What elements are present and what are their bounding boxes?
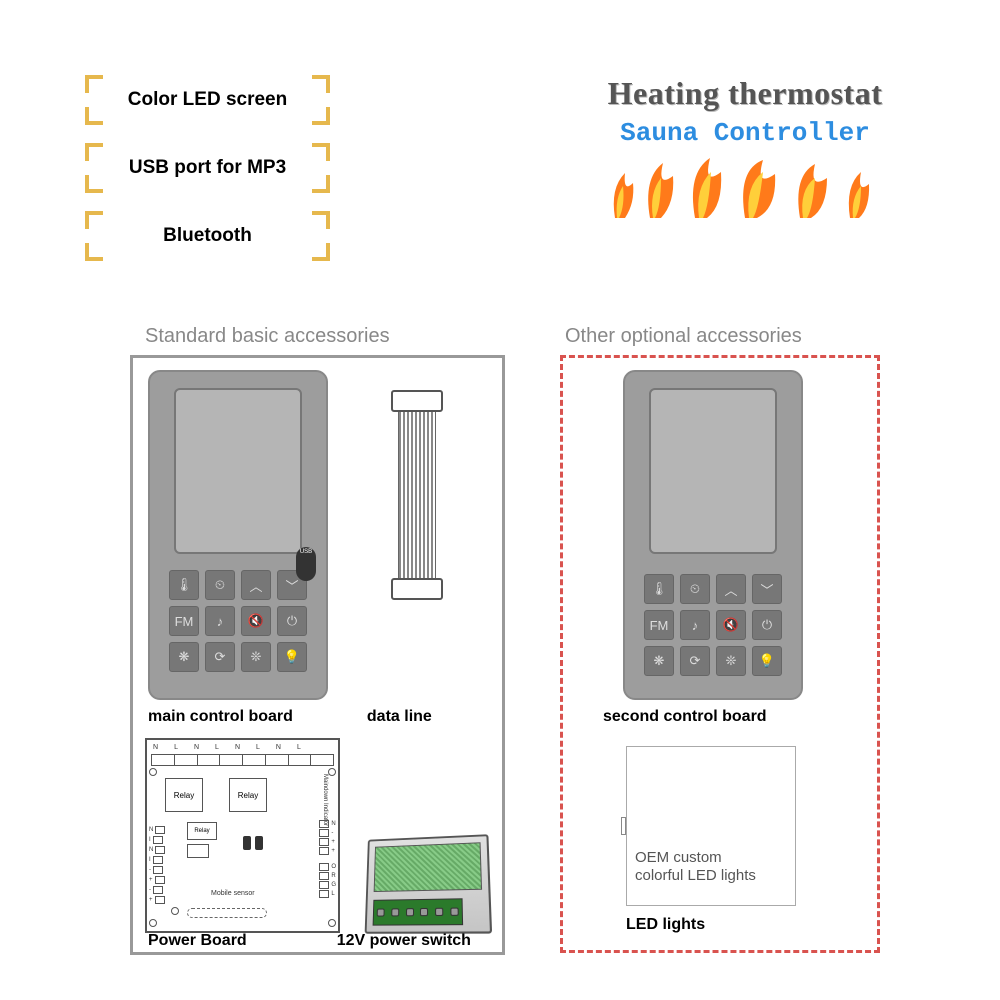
- key: 💡: [752, 646, 782, 676]
- key: 💡: [277, 642, 307, 672]
- key: ❋: [169, 642, 199, 672]
- key: ⏻: [752, 610, 782, 640]
- key: ⟳: [680, 646, 710, 676]
- feature-item: Color LED screen: [85, 75, 330, 125]
- key: FM: [644, 610, 674, 640]
- key: 🌡: [644, 574, 674, 604]
- feature-list: Color LED screen USB port for MP3 Blueto…: [85, 75, 330, 261]
- controller-screen: [649, 388, 777, 554]
- key: ︿: [241, 570, 271, 600]
- feature-item: Bluetooth: [85, 211, 330, 261]
- section-heading-optional: Other optional accessories: [565, 325, 802, 348]
- caption-second-board: second control board: [603, 708, 767, 726]
- main-control-board: USB 🌡 ⏲ ︿ ﹀ FM ♪ 🔇 ⏻ ❋ ⟳ ❊ 💡: [148, 370, 328, 700]
- key: ﹀: [752, 574, 782, 604]
- feature-text: USB port for MP3: [129, 157, 286, 179]
- key: ⟳: [205, 642, 235, 672]
- power-board: NL NL NL NL Relay Relay Relay Mobile sen…: [145, 738, 340, 933]
- data-line: [388, 390, 446, 600]
- key: ♪: [205, 606, 235, 636]
- key: ⏲: [205, 570, 235, 600]
- controller-keypad: 🌡 ⏲ ︿ ﹀ FM ♪ 🔇 ⏻ ❋ ⟳ ❊ 💡: [644, 574, 782, 676]
- caption-led-lights: LED lights: [626, 916, 705, 934]
- key: ⏻: [277, 606, 307, 636]
- caption-power-board: Power Board: [148, 932, 247, 950]
- key: 🔇: [241, 606, 271, 636]
- controller-keypad: 🌡 ⏲ ︿ ﹀ FM ♪ 🔇 ⏻ ❋ ⟳ ❊ 💡: [169, 570, 307, 672]
- relay-small: Relay: [187, 822, 217, 840]
- standard-accessories-box: USB 🌡 ⏲ ︿ ﹀ FM ♪ 🔇 ⏻ ❋ ⟳ ❊ 💡 main co: [130, 355, 505, 955]
- feature-text: Bluetooth: [163, 225, 252, 247]
- key: 🌡: [169, 570, 199, 600]
- led-oem-label: OEM custom colorful LED lights: [635, 849, 756, 885]
- key: ♪: [680, 610, 710, 640]
- title-block: Heating thermostat Sauna Controller: [545, 75, 945, 218]
- key: ❊: [241, 642, 271, 672]
- key: ❋: [644, 646, 674, 676]
- key: 🔇: [716, 610, 746, 640]
- led-lights-box: OEM custom colorful LED lights: [626, 746, 796, 906]
- feature-item: USB port for MP3: [85, 143, 330, 193]
- caption-psu: 12V power switch: [337, 932, 471, 950]
- title-main: Heating thermostat: [545, 75, 945, 112]
- flame-graphic: [545, 158, 945, 218]
- title-sub: Sauna Controller: [545, 118, 945, 148]
- key: ❊: [716, 646, 746, 676]
- relay1: Relay: [165, 778, 203, 812]
- caption-main-board: main control board: [148, 708, 293, 726]
- optional-accessories-box: 🌡 ⏲ ︿ ﹀ FM ♪ 🔇 ⏻ ❋ ⟳ ❊ 💡 second control …: [560, 355, 880, 953]
- feature-text: Color LED screen: [128, 89, 287, 111]
- mobile-sensor-label: Mobile sensor: [211, 890, 255, 897]
- usb-port: USB: [296, 547, 316, 581]
- key: ︿: [716, 574, 746, 604]
- power-supply-unit: [365, 834, 493, 934]
- caption-data-line: data line: [367, 708, 432, 726]
- key: ⏲: [680, 574, 710, 604]
- relay2: Relay: [229, 778, 267, 812]
- section-heading-standard: Standard basic accessories: [145, 325, 390, 348]
- controller-screen: [174, 388, 302, 554]
- second-control-board: 🌡 ⏲ ︿ ﹀ FM ♪ 🔇 ⏻ ❋ ⟳ ❊ 💡: [623, 370, 803, 700]
- right-label: Maindown Indicator: [322, 774, 328, 826]
- key: FM: [169, 606, 199, 636]
